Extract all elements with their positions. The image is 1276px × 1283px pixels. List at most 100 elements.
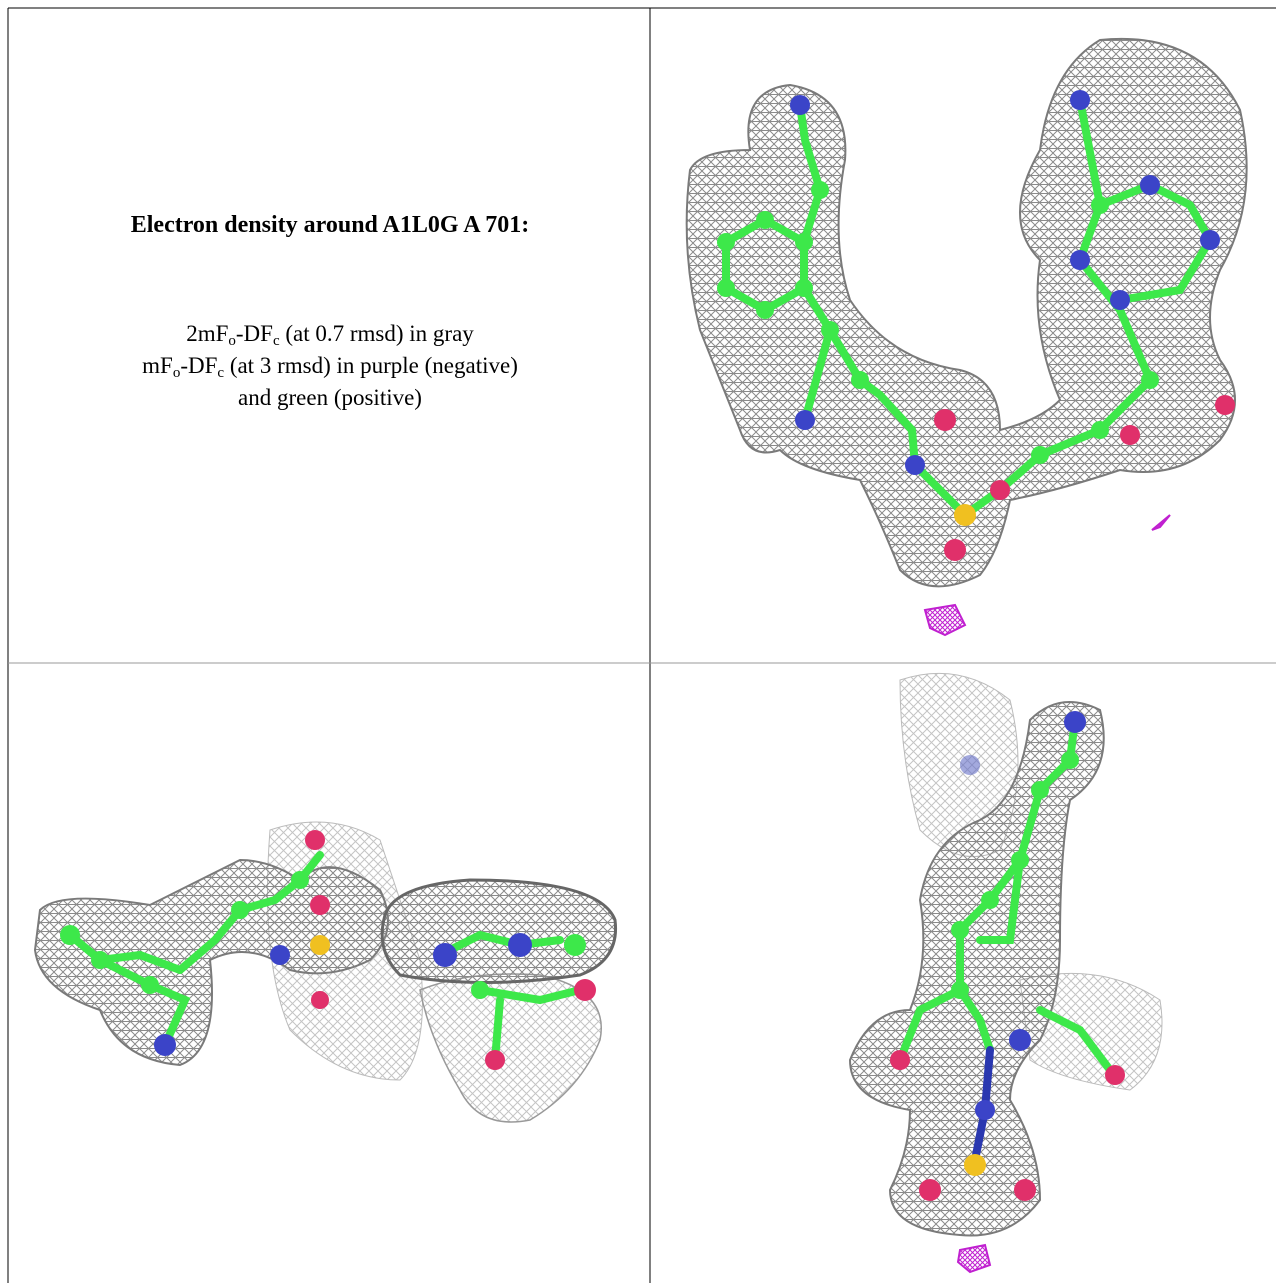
density-mesh xyxy=(685,37,1248,588)
shape xyxy=(956,1243,992,1274)
atom xyxy=(1070,90,1090,110)
atom xyxy=(433,943,457,967)
shape xyxy=(1036,1006,1114,1074)
subscript: c xyxy=(272,333,280,349)
atom xyxy=(1215,395,1235,415)
shape xyxy=(491,996,504,1064)
subscript: o xyxy=(228,333,236,349)
shape xyxy=(436,930,564,959)
atom xyxy=(1141,371,1159,389)
atom xyxy=(508,933,532,957)
atom xyxy=(564,934,586,956)
atom xyxy=(954,504,976,526)
atom xyxy=(485,1050,505,1070)
table-border xyxy=(7,7,1276,1283)
legend-text: 2mF xyxy=(186,321,229,346)
atoms xyxy=(60,830,596,1070)
atom xyxy=(305,830,325,850)
legend-line: and green (positive) xyxy=(10,382,650,414)
atom xyxy=(790,95,810,115)
atom xyxy=(1120,425,1140,445)
title: Electron density around A1L0G A 701: xyxy=(130,212,530,238)
shape xyxy=(976,856,1024,944)
shape xyxy=(476,986,584,1005)
atom xyxy=(154,1034,176,1056)
legend-text: -DF xyxy=(180,353,218,378)
shape xyxy=(796,101,825,246)
shape xyxy=(1076,96,1104,209)
atom xyxy=(1014,1179,1036,1201)
subscript: o xyxy=(172,365,181,381)
atom xyxy=(1011,851,1029,869)
shape xyxy=(33,858,389,1067)
atom xyxy=(1140,175,1160,195)
density-mesh xyxy=(848,672,1163,1237)
atom xyxy=(60,925,80,945)
atom xyxy=(951,981,969,999)
legend: 2mFo-DFc (at 0.7 rmsd) in gray mFo-DFc (a… xyxy=(10,318,650,414)
atom xyxy=(231,901,249,919)
atom xyxy=(795,279,813,297)
atom xyxy=(756,211,774,229)
atom xyxy=(1110,290,1130,310)
legend-text: and green (positive) xyxy=(238,385,422,410)
atom xyxy=(964,1154,986,1176)
subscript: c xyxy=(217,365,225,381)
atom xyxy=(1009,1029,1031,1051)
atom xyxy=(960,755,980,775)
atom xyxy=(717,233,735,251)
atom xyxy=(981,891,999,909)
legend-line: 2mFo-DFc (at 0.7 rmsd) in gray xyxy=(10,318,650,350)
atom xyxy=(951,921,969,939)
shape xyxy=(801,326,834,424)
shape xyxy=(1075,180,1215,322)
atom xyxy=(1091,196,1109,214)
shape xyxy=(848,701,1105,1237)
atom xyxy=(851,371,869,389)
atom xyxy=(795,233,813,251)
atom xyxy=(944,539,966,561)
atom xyxy=(1031,446,1049,464)
atom xyxy=(141,976,159,994)
atom xyxy=(310,895,330,915)
atom xyxy=(905,455,925,475)
atom xyxy=(717,279,735,297)
atom xyxy=(1105,1065,1125,1085)
atom xyxy=(574,979,596,1001)
shape xyxy=(96,950,184,974)
magenta-mesh xyxy=(923,514,1171,1274)
shape xyxy=(685,37,1248,588)
shape xyxy=(800,284,1155,521)
atoms xyxy=(717,90,1235,561)
atom xyxy=(471,981,489,999)
legend-text: (at 3 rmsd) in purple (negative) xyxy=(224,353,518,378)
legend-text: -DF xyxy=(235,321,273,346)
atom xyxy=(311,991,329,1009)
legend-text: mF xyxy=(142,353,173,378)
atom xyxy=(1064,711,1086,733)
atom xyxy=(934,409,956,431)
atom xyxy=(890,1050,910,1070)
atom xyxy=(1031,781,1049,799)
shape xyxy=(923,603,967,637)
shape xyxy=(1151,514,1171,531)
shape xyxy=(896,986,964,1064)
atom xyxy=(270,945,290,965)
atom xyxy=(821,321,839,339)
shape xyxy=(1019,972,1163,1091)
atom xyxy=(795,410,815,430)
atom xyxy=(756,301,774,319)
atom xyxy=(990,480,1010,500)
atom xyxy=(291,871,309,889)
legend-line: mFo-DFc (at 3 rmsd) in purple (negative) xyxy=(10,350,650,382)
atom xyxy=(919,1179,941,1201)
atom xyxy=(1091,421,1109,439)
atom xyxy=(1200,230,1220,250)
atom xyxy=(91,951,109,969)
shape xyxy=(380,878,618,984)
atom xyxy=(811,181,829,199)
atoms xyxy=(890,711,1125,1201)
atom xyxy=(1061,751,1079,769)
